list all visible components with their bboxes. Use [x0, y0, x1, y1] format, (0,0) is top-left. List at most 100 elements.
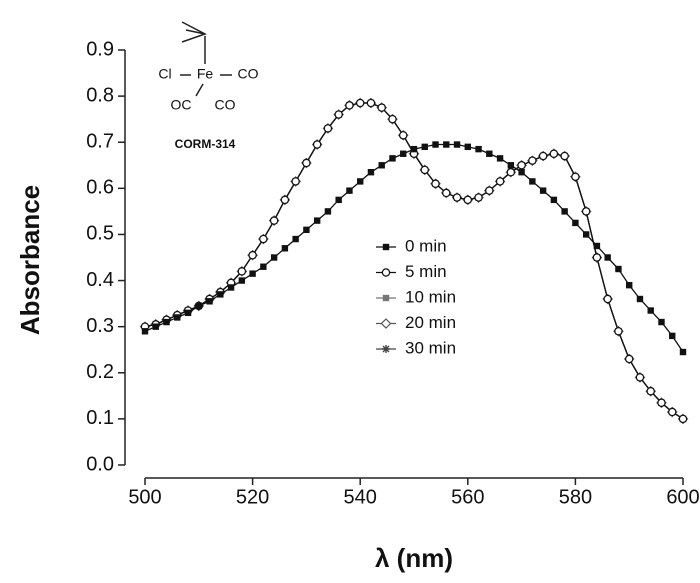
marker [571, 172, 580, 182]
x-tick-label: 600 [666, 486, 699, 508]
legend-label: 10 min [405, 287, 456, 306]
marker [227, 284, 235, 291]
marker [646, 387, 655, 396]
marker [195, 302, 202, 310]
annotation: Cl [158, 66, 171, 82]
marker [291, 177, 300, 186]
marker [517, 161, 526, 170]
x-tick-label: 500 [128, 486, 161, 508]
marker [431, 179, 440, 188]
marker [323, 124, 333, 133]
legend-label: 20 min [405, 313, 456, 332]
alkene [181, 21, 207, 43]
marker [626, 281, 633, 289]
x-axis-title: λ (nm) [375, 543, 453, 573]
annotation: CO [238, 66, 259, 82]
marker [206, 298, 213, 305]
marker [432, 141, 439, 148]
marker [592, 253, 602, 262]
x-tick-label: 540 [344, 486, 377, 508]
marker [420, 165, 429, 175]
marker [382, 294, 390, 302]
marker [486, 150, 493, 157]
marker [249, 270, 256, 277]
marker [452, 193, 462, 202]
marker [388, 114, 397, 124]
legend: 0 min 5 min 10 min 20 min 30 min [376, 236, 456, 357]
marker [603, 294, 612, 304]
marker [163, 318, 170, 326]
marker [334, 110, 343, 119]
marker [366, 98, 376, 108]
marker [561, 208, 568, 215]
marker [485, 186, 494, 195]
legend-label: 5 min [405, 262, 447, 281]
y-tick-label: 0.4 [86, 269, 114, 291]
marker [528, 156, 537, 165]
marker [474, 193, 483, 202]
marker [604, 254, 611, 261]
marker [635, 373, 645, 382]
marker [549, 149, 559, 158]
marker [345, 101, 354, 110]
marker [636, 295, 644, 303]
marker [259, 234, 268, 244]
bond [195, 83, 204, 97]
annotation: CO [215, 97, 236, 113]
marker [518, 168, 525, 176]
legend-label: 30 min [405, 338, 456, 357]
marker [356, 98, 365, 108]
marker [614, 327, 623, 336]
marker [400, 150, 407, 157]
marker [269, 216, 279, 225]
marker [346, 187, 353, 194]
marker [378, 162, 385, 169]
marker [152, 323, 159, 330]
marker [380, 318, 392, 329]
y-tick-label: 0.5 [86, 223, 114, 245]
marker [280, 195, 290, 205]
marker [442, 188, 451, 198]
marker [281, 245, 289, 252]
marker [538, 151, 548, 161]
marker [463, 195, 472, 205]
series [140, 98, 688, 424]
marker [453, 141, 461, 148]
marker [443, 141, 450, 148]
marker [529, 178, 536, 185]
annotation: CORM-314 [175, 137, 236, 151]
y-tick-label: 0.9 [86, 38, 114, 60]
marker [260, 263, 267, 270]
marker [495, 177, 505, 186]
marker [560, 151, 569, 161]
marker [335, 196, 342, 204]
marker [669, 332, 676, 340]
x-tick-label: 580 [559, 486, 592, 508]
marker [658, 318, 665, 326]
marker [313, 217, 321, 224]
marker [389, 155, 396, 162]
series [141, 141, 687, 356]
marker [303, 226, 310, 234]
marker [464, 143, 471, 151]
marker [382, 345, 390, 353]
marker [270, 254, 278, 261]
marker [581, 207, 591, 216]
marker [572, 219, 579, 227]
marker [507, 162, 515, 169]
marker [292, 235, 299, 243]
marker [657, 398, 666, 407]
y-tick-label: 0.2 [86, 361, 114, 383]
marker [539, 187, 547, 194]
marker [593, 242, 601, 250]
x-tick-label: 520 [236, 486, 269, 508]
marker [475, 145, 482, 153]
annotation: OC [171, 97, 192, 113]
marker [174, 314, 181, 321]
marker [377, 103, 386, 112]
marker [399, 131, 408, 140]
x-tick-label: 560 [451, 486, 484, 508]
marker [625, 354, 634, 364]
marker [679, 348, 687, 356]
